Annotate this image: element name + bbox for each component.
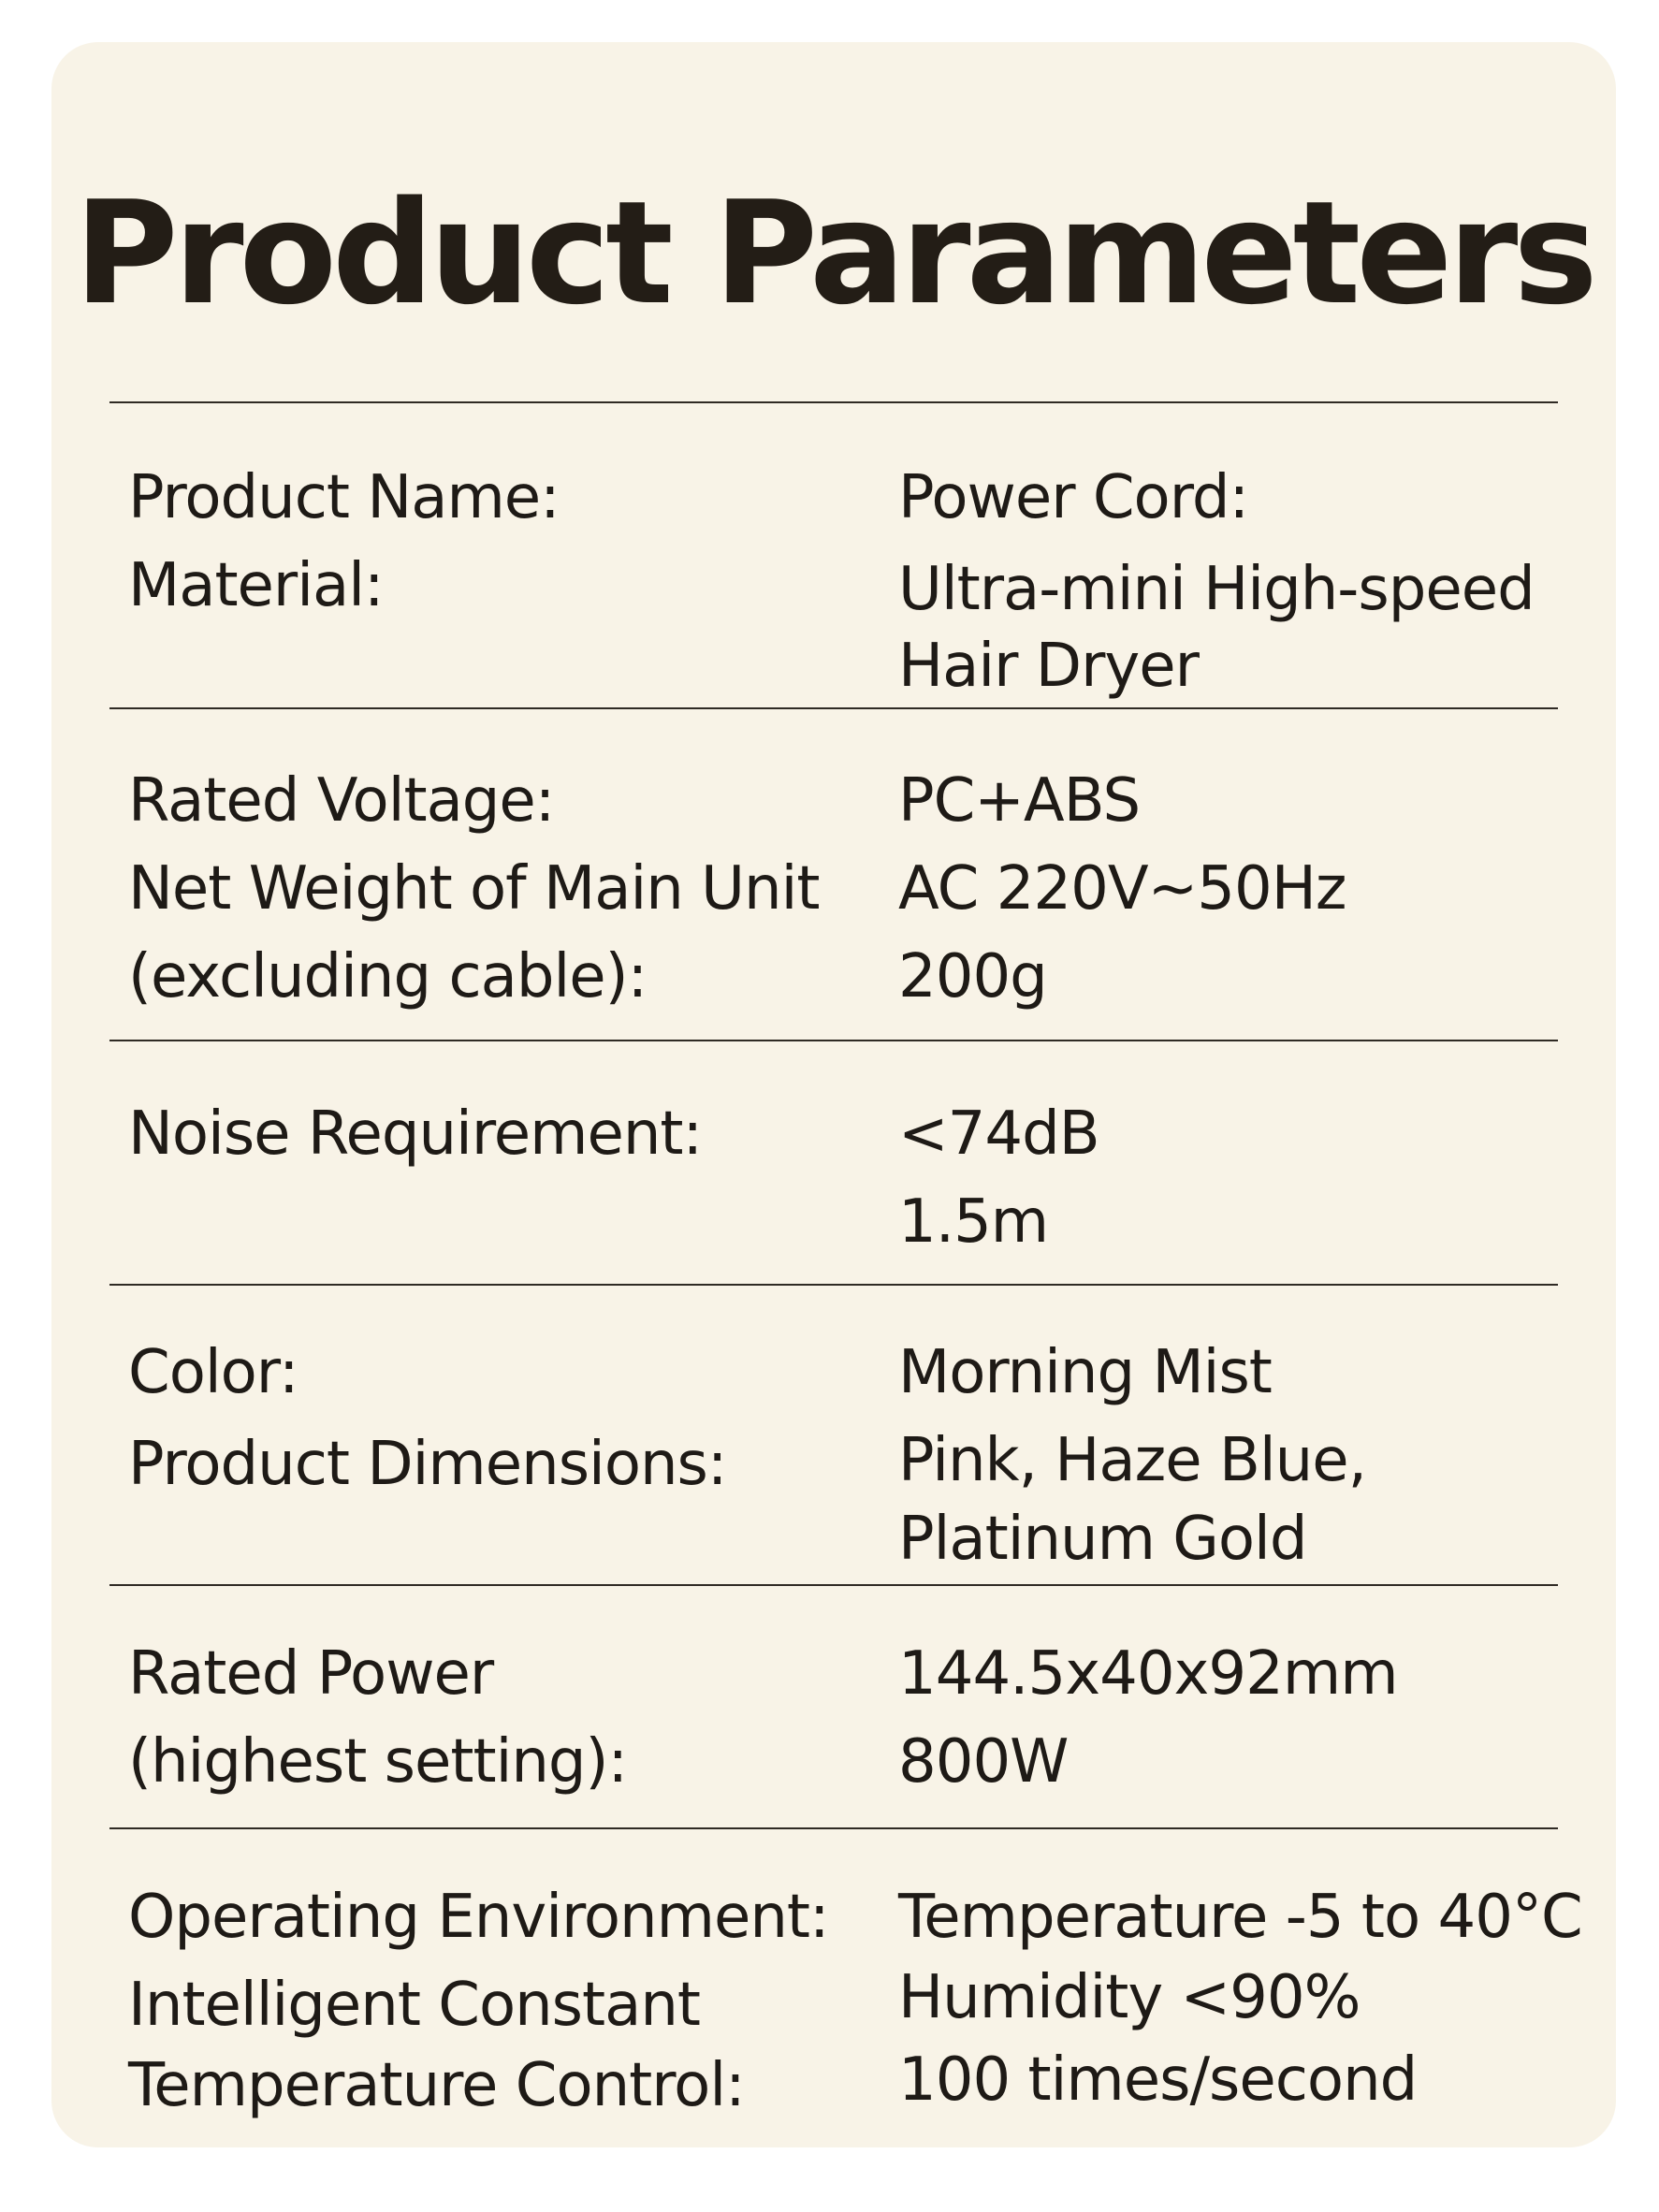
- param-values: <74dB 1.5m: [898, 1090, 1609, 1266]
- param-labels: Product Name: Material:: [128, 454, 877, 630]
- divider: [109, 707, 1558, 709]
- param-label: Rated Voltage:: [128, 766, 555, 836]
- param-value: AC 220V~50Hz: [898, 854, 1346, 924]
- divider: [109, 1040, 1558, 1041]
- param-value: 200g: [898, 942, 1048, 1011]
- param-label: Net Weight of Main Unit: [128, 854, 820, 924]
- divider: [109, 1827, 1558, 1829]
- param-label: Color:: [128, 1338, 299, 1407]
- param-label: Temperature Control:: [128, 2051, 746, 2120]
- param-label: Product Dimensions:: [128, 1430, 727, 1499]
- param-value: Humidity <90%: [898, 1963, 1361, 2032]
- param-labels: Noise Requirement:: [128, 1090, 877, 1178]
- param-value: Pink, Haze Blue,: [898, 1426, 1367, 1495]
- param-label: Rated Power: [128, 1639, 494, 1709]
- param-label: Intelligent Constant: [128, 1971, 701, 2040]
- param-labels: Operating Environment: Intelligent Const…: [128, 1873, 877, 2130]
- param-value: 800W: [898, 1727, 1069, 1797]
- param-value: Morning Mist: [898, 1338, 1273, 1407]
- param-value: Ultra-mini High-speed: [898, 555, 1535, 624]
- param-label: Material:: [128, 551, 385, 620]
- param-values: PC+ABS AC 220V~50Hz 200g: [898, 757, 1609, 1021]
- param-values: Temperature -5 to 40°C Humidity <90% 100…: [898, 1873, 1609, 2124]
- param-value: <74dB: [898, 1099, 1100, 1169]
- divider: [109, 1584, 1558, 1586]
- param-value: 100 times/second: [898, 2045, 1418, 2115]
- param-labels: Rated Power (highest setting):: [128, 1630, 877, 1806]
- param-labels: Rated Voltage: Net Weight of Main Unit (…: [128, 757, 877, 1021]
- param-value: 1.5m: [898, 1187, 1049, 1257]
- product-parameters-card: Product Parameters Product Name: Materia…: [51, 42, 1616, 2147]
- param-labels: Color: Product Dimensions:: [128, 1329, 877, 1508]
- param-value: Temperature -5 to 40°C: [898, 1883, 1583, 1952]
- param-value: Platinum Gold: [898, 1505, 1307, 1574]
- param-label: Operating Environment:: [128, 1883, 830, 1952]
- param-label: Noise Requirement:: [128, 1099, 703, 1169]
- param-label: (highest setting):: [128, 1727, 628, 1797]
- param-label: (excluding cable):: [128, 942, 648, 1011]
- param-value: Power Cord:: [898, 463, 1249, 532]
- param-value: PC+ABS: [898, 766, 1141, 836]
- divider: [109, 1284, 1558, 1286]
- page-title: Product Parameters: [74, 170, 1598, 336]
- param-label: Product Name:: [128, 463, 560, 532]
- divider: [109, 401, 1558, 403]
- param-values: Power Cord: Ultra-mini High-speed Hair D…: [898, 454, 1609, 710]
- param-values: Morning Mist Pink, Haze Blue, Platinum G…: [898, 1329, 1609, 1583]
- param-value: Hair Dryer: [898, 632, 1200, 701]
- param-value: 144.5x40x92mm: [898, 1639, 1399, 1709]
- param-values: 144.5x40x92mm 800W: [898, 1630, 1609, 1806]
